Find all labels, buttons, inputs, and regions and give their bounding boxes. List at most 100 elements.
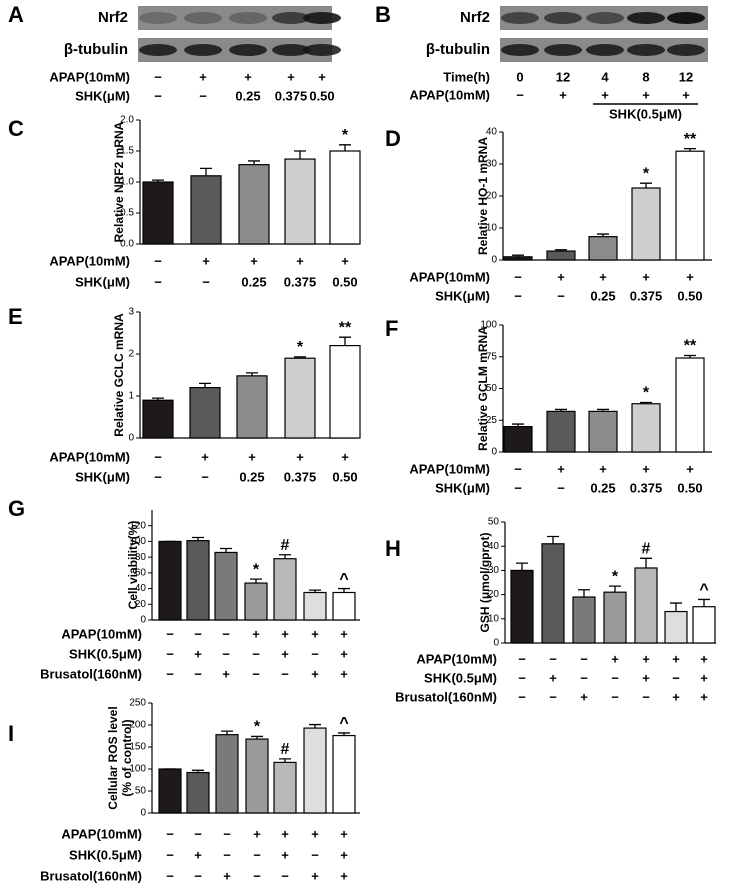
error-bar [192,769,204,773]
y-tick-label: 30 [486,159,498,170]
treatment-value: + [248,449,256,464]
bar [158,768,182,814]
treatment-value: − [166,666,174,681]
treatment-name: APAP(10mM) [49,69,130,84]
bar [332,591,356,621]
treatment-value: + [580,689,588,704]
error-bar [339,144,351,151]
error-bar [597,408,609,412]
bar [634,567,658,644]
y-tick-label: 200 [129,720,146,731]
bar [303,591,327,621]
treatment-value: + [599,461,607,476]
treatment-name: SHK(0.5μM) [69,646,142,661]
treatment-value: + [340,847,348,862]
panel-label: F [385,316,398,341]
y-tick-label: 20 [486,191,498,202]
y-tick-label: 100 [129,536,146,547]
y-tick-label: 50 [486,383,498,394]
treatment-value: − [580,651,588,666]
bar [186,771,210,814]
treatment-value: − [194,868,202,883]
significance-mark: * [342,127,349,144]
y-tick-label: 2 [128,349,134,360]
blot-band [501,44,539,56]
y-tick-label: 250 [129,698,146,709]
significance-mark: * [297,339,304,356]
bar [546,410,576,453]
error-bar [279,758,291,763]
y-tick-label: 1.5 [120,146,134,157]
treatment-value: + [296,449,304,464]
treatment-value: − [166,868,174,883]
treatment-value: + [642,670,650,685]
treatment-value: + [686,461,694,476]
bar [332,734,356,814]
blot-band [667,44,705,56]
treatment-name: APAP(10mM) [409,87,490,102]
treatment-value: − [154,274,162,289]
treatment-value: + [340,666,348,681]
treatment-name: Time(h) [443,69,490,84]
treatment-value: − [514,269,522,284]
y-tick-label: 0 [128,433,134,444]
significance-mark: ** [684,131,697,148]
band-label: β-tubulin [426,41,490,58]
treatment-value: − [222,646,230,661]
treatment-value: + [642,651,650,666]
blot-band [627,12,665,24]
bar [631,403,661,453]
error-bar [294,150,306,160]
bar [215,734,239,814]
treatment-value: + [281,646,289,661]
y-tick-label: 20 [488,589,500,600]
blot-band [229,12,267,24]
blot-band [667,12,705,24]
error-bar [309,723,321,729]
y-tick-label: 0.5 [120,208,134,219]
y-tick-label: 0 [140,615,146,626]
y-tick-label: 150 [129,742,146,753]
significance-mark: * [643,165,650,182]
treatment-value: − [223,826,231,841]
treatment-value: + [642,269,650,284]
treatment-name: APAP(10mM) [49,253,130,268]
error-bar [309,589,321,593]
error-bar [221,730,233,735]
treatment-value: + [557,269,565,284]
y-tick-label: 30 [488,565,500,576]
treatment-value: + [202,253,210,268]
treatment-value: 0.25 [235,88,260,103]
treatment-value: 0.50 [332,274,357,289]
y-tick-label: 40 [488,541,500,552]
treatment-value: − [202,274,210,289]
treatment-value: − [549,689,557,704]
treatment-value: − [611,670,619,685]
treatment-value: − [514,480,522,495]
treatment-value: − [166,626,174,641]
blot-band [544,12,582,24]
treatment-value: + [340,868,348,883]
treatment-value: − [311,847,319,862]
treatment-value: − [672,670,680,685]
blot-band [272,44,310,56]
y-tick-label: 1 [128,391,134,402]
bar [675,150,705,261]
treatment-value: − [194,626,202,641]
y-tick-label: 50 [488,517,500,528]
error-bar [555,408,567,412]
y-tick-label: 0 [491,255,497,266]
bar [303,727,327,814]
treatment-value: − [194,826,202,841]
panel-label: D [385,126,401,151]
treatment-name: Brusatol(160nM) [40,666,142,681]
bar [189,387,221,439]
treatment-value: + [311,626,319,641]
treatment-value: − [516,87,524,102]
treatment-value: − [549,651,557,666]
y-axis-label: Cell viability(%) [126,521,140,610]
treatment-value: + [557,461,565,476]
treatment-value: − [166,646,174,661]
bar [588,236,618,261]
